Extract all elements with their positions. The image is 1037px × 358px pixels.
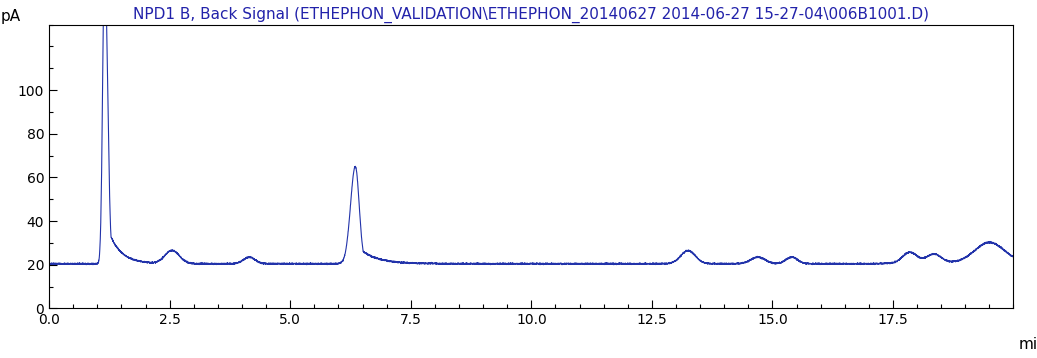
Y-axis label: pA: pA (0, 10, 21, 24)
X-axis label: min: min (1018, 337, 1037, 352)
Title: NPD1 B, Back Signal (ETHEPHON_VALIDATION\ETHEPHON_20140627 2014-06-27 15-27-04\0: NPD1 B, Back Signal (ETHEPHON_VALIDATION… (134, 7, 929, 23)
